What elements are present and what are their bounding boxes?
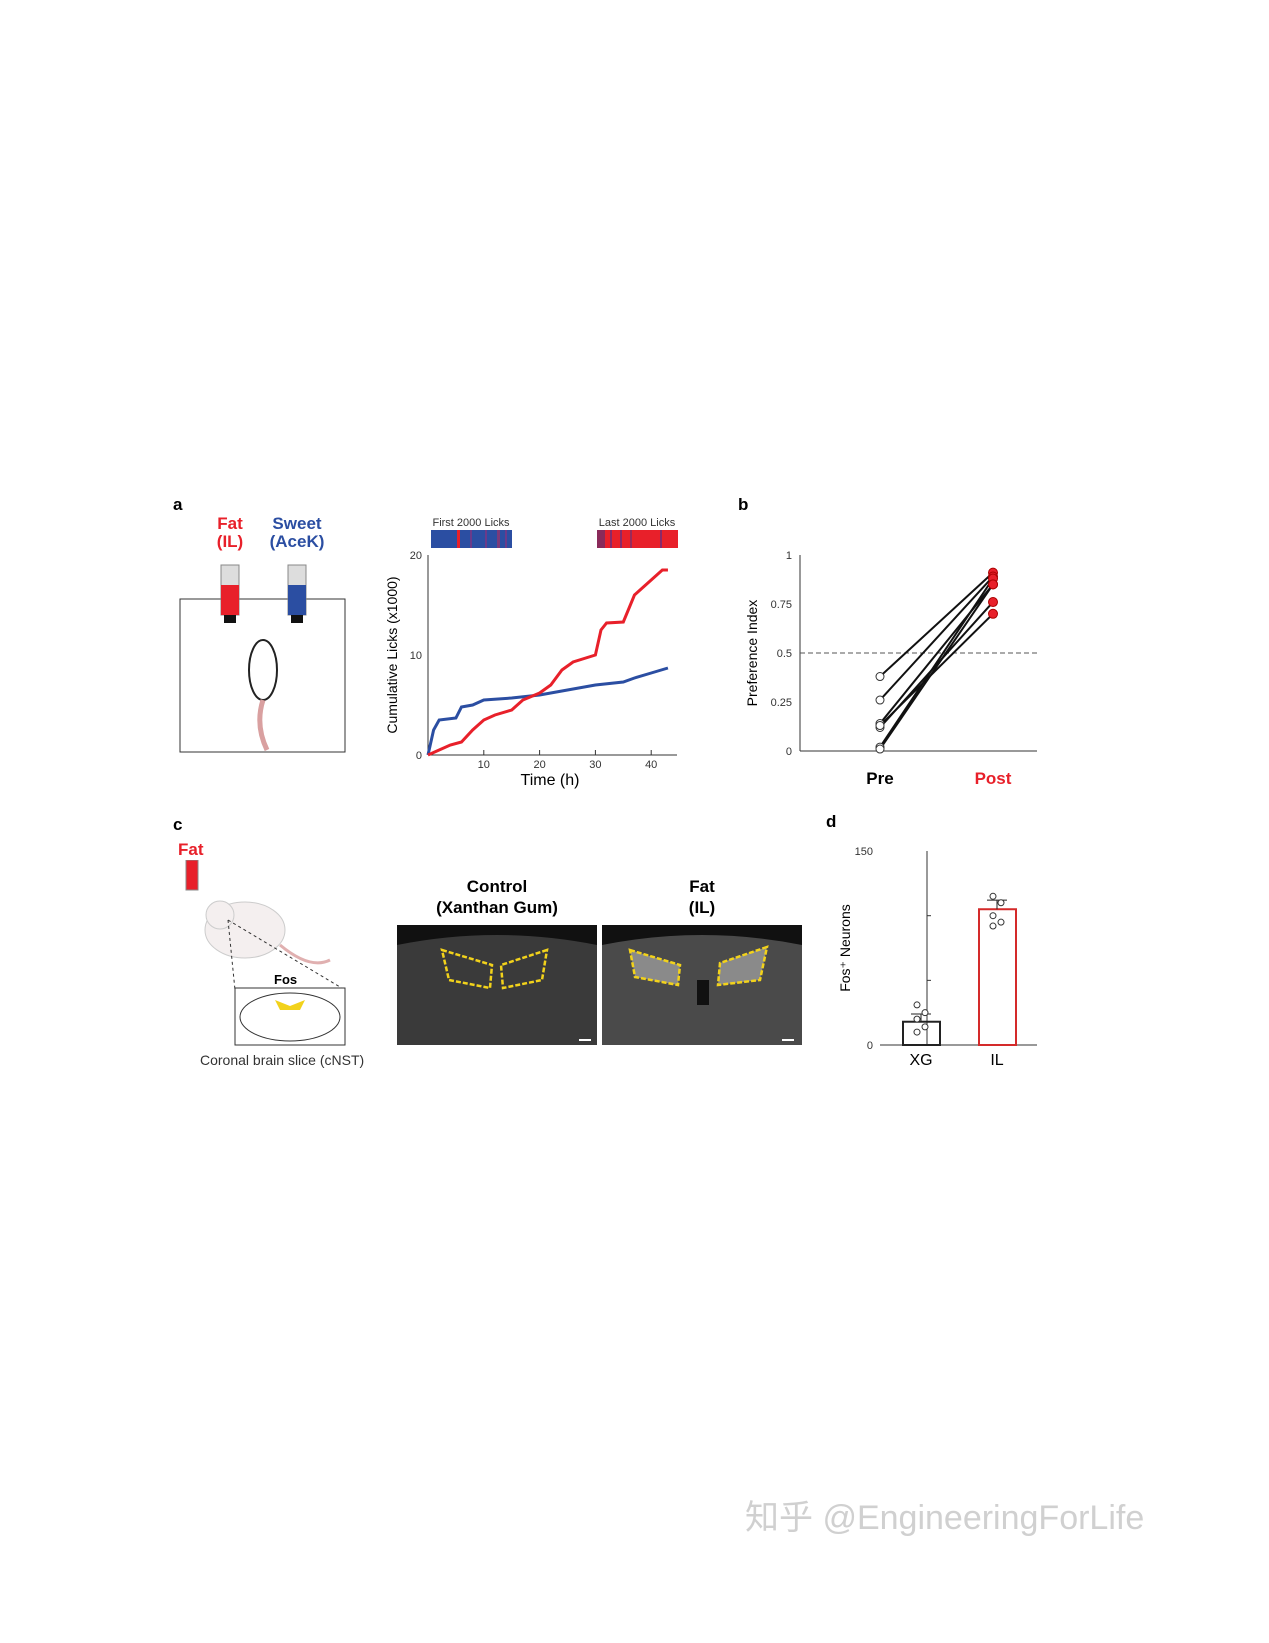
y-tick-label: 150 (855, 846, 873, 858)
subject-line (879, 577, 994, 748)
post-point (988, 597, 998, 608)
raster-lick (620, 530, 622, 548)
rat-brain-cartoon: Fos (185, 860, 346, 1046)
series-line-1 (427, 568, 668, 757)
raster-lick (597, 530, 605, 548)
last-licks-raster (597, 530, 678, 548)
cnst-region (275, 1000, 305, 1010)
data-point (913, 1001, 921, 1009)
roi-outline (499, 948, 549, 990)
scale-bar (579, 1039, 591, 1041)
y-tick-label: 1 (786, 550, 792, 562)
bottle-cap (224, 615, 236, 623)
raster-lick (470, 530, 472, 548)
raster-lick (610, 530, 612, 548)
roi-outline (440, 948, 494, 990)
y-tick-label: 0.25 (771, 697, 792, 709)
data-point (921, 1023, 929, 1031)
first-licks-label: First 2000 Licks (432, 517, 510, 529)
raster-lick (485, 530, 487, 548)
subject-line (879, 583, 994, 750)
data-point (989, 912, 997, 920)
category-label: Post (975, 769, 1012, 788)
panel-label-c: c (173, 815, 183, 834)
rat-head (205, 900, 235, 930)
data-point (913, 1015, 921, 1023)
y-tick-label: 0.5 (777, 648, 792, 660)
bottle-cap (291, 615, 303, 623)
panel-label-b: b (738, 495, 749, 514)
y-axis-label: Fos⁺ Neurons (837, 904, 853, 992)
rat-tail (279, 943, 331, 965)
lick-cage-cartoon (179, 564, 346, 753)
raster-lick (505, 530, 507, 548)
post-point (988, 579, 998, 590)
series-line-0 (426, 666, 669, 756)
pre-point (875, 695, 885, 705)
subject-line (879, 613, 994, 727)
raster-lick (630, 530, 632, 548)
data-point (997, 918, 1005, 926)
data-point (997, 899, 1005, 907)
category-label: XG (909, 1052, 932, 1069)
y-tick-label: 0 (786, 746, 792, 758)
subject-line (879, 571, 994, 678)
brain-slice-box (234, 987, 346, 1046)
data-point (921, 1009, 929, 1017)
x-tick-label: 20 (533, 759, 545, 771)
pre-point (875, 672, 885, 682)
fat-liquid (221, 585, 239, 615)
fat-bottle (185, 860, 199, 891)
x-tick-label: 10 (478, 759, 490, 771)
pre-point (875, 721, 885, 731)
mouse-tail (257, 699, 270, 752)
post-point (988, 608, 998, 619)
fat-title: Fat (IL) (688, 877, 716, 917)
fat-label: Fat (IL) (216, 514, 244, 551)
y-tick-label: 0.75 (771, 599, 792, 611)
y-axis-label: Cumulative Licks (x1000) (384, 576, 400, 733)
last-licks-label: Last 2000 Licks (599, 517, 676, 529)
y-tick-label: 0 (416, 750, 422, 762)
bar-IL (978, 908, 1017, 1046)
pre-point (875, 744, 885, 754)
y-tick-label: 10 (410, 650, 422, 662)
x-axis-label: Time (h) (521, 772, 580, 789)
category-label: IL (990, 1052, 1003, 1069)
cage (179, 598, 346, 753)
control-title: Control (Xanthan Gum) (436, 877, 558, 917)
data-point (989, 892, 997, 900)
panel-label-a: a (173, 495, 183, 514)
raster-lick (497, 530, 500, 548)
raster-lick (457, 530, 460, 548)
category-label: Pre (866, 769, 893, 788)
watermark: 知乎 @EngineeringForLife (745, 1499, 1145, 1537)
sweet-liquid (288, 585, 306, 615)
x-tick-label: 40 (645, 759, 657, 771)
roi-outline (628, 948, 682, 987)
x-tick-label: 30 (589, 759, 601, 771)
raster-lick (660, 530, 662, 548)
y-axis-label: Preference Index (744, 600, 760, 707)
y-tick-label: 0 (867, 1040, 873, 1052)
data-point (989, 922, 997, 930)
panel-label-d: d (826, 812, 837, 831)
zoom-line (227, 919, 346, 991)
subject-line (879, 575, 994, 701)
fos-label: Fos (274, 972, 297, 987)
fat-label-c: Fat (178, 840, 204, 859)
roi-outline (716, 945, 769, 987)
sweet-label: Sweet (AceK) (269, 514, 325, 551)
scale-bar (782, 1039, 794, 1041)
micrograph-fat (602, 925, 802, 1045)
brain-slice (239, 992, 341, 1042)
data-point (913, 1028, 921, 1036)
y-tick-label: 20 (410, 550, 422, 562)
slice-caption: Coronal brain slice (cNST) (200, 1052, 365, 1068)
micrograph-control (397, 925, 597, 1045)
bar-XG (902, 1020, 941, 1047)
